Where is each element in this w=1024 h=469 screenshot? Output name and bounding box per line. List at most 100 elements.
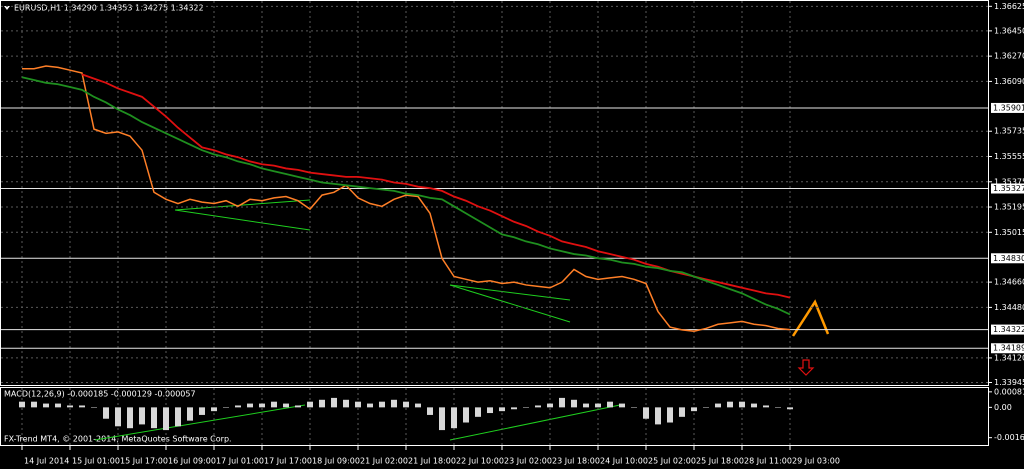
y-tick-label: 1.36270 xyxy=(994,52,1024,61)
price-level-label: 1.35327 xyxy=(993,184,1024,193)
histogram-bar xyxy=(115,407,121,427)
histogram-bar xyxy=(667,407,673,423)
main-panel-frame xyxy=(0,0,989,386)
price-level-box xyxy=(991,102,1024,113)
y-tick-label: 1.35555 xyxy=(994,152,1024,161)
histogram-bar xyxy=(271,401,277,408)
y-tick-label: 1.36090 xyxy=(994,77,1024,86)
down-arrow-signal xyxy=(797,359,815,376)
histogram-bar xyxy=(439,407,445,431)
x-tick-label: 23 Jul 02:00 xyxy=(504,457,552,466)
histogram-bar xyxy=(583,403,589,408)
histogram-bar xyxy=(67,405,73,408)
series-line xyxy=(22,65,791,333)
histogram-bar xyxy=(283,403,289,408)
x-tick-label: 17 Jul 01:00 xyxy=(216,457,264,466)
histogram-bar xyxy=(727,401,733,408)
price-level-label: 1.34189 xyxy=(993,344,1024,353)
histogram-bar xyxy=(307,401,313,408)
histogram-bar xyxy=(451,407,457,429)
histogram-bar xyxy=(787,407,793,410)
x-tick-label: 22 Jul 10:00 xyxy=(456,457,504,466)
x-tick-label: 21 Jul 02:00 xyxy=(360,457,408,466)
histogram-bar xyxy=(379,401,385,408)
histogram-bar xyxy=(535,405,541,408)
histogram-bar xyxy=(331,397,337,408)
y-tick-label: 1.36625 xyxy=(994,2,1024,11)
histogram-bar xyxy=(211,407,217,412)
histogram-bar xyxy=(679,407,685,417)
y-tick-label: 1.34120 xyxy=(994,353,1024,362)
series-line xyxy=(21,76,791,316)
histogram-bar xyxy=(343,399,349,408)
histogram-bar xyxy=(607,401,613,408)
histogram-bar xyxy=(103,407,109,419)
price-level-label: 1.34322 xyxy=(993,325,1024,334)
histogram-bar xyxy=(739,401,745,408)
x-tick-label: 15 Jul 17:00 xyxy=(120,457,168,466)
y-tick-label: 1.34480 xyxy=(994,303,1024,312)
x-tick-label: 14 Jul 2014 xyxy=(24,457,69,466)
y-tick-label: 1.35375 xyxy=(994,177,1024,186)
histogram-bar xyxy=(151,407,157,429)
macd-title: MACD(12,26,9) -0.000185 -0.000129 -0.000… xyxy=(4,390,196,399)
histogram-bar xyxy=(43,403,49,408)
x-tick-label: 17 Jul 17:00 xyxy=(264,457,312,466)
x-tick-label: 18 Jul 09:00 xyxy=(312,457,360,466)
x-tick-label: 25 Jul 02:00 xyxy=(648,457,696,466)
histogram-bar xyxy=(703,407,709,408)
y-tick-label: 0.00 xyxy=(994,403,1012,412)
histogram-bar xyxy=(259,403,265,408)
histogram-bar xyxy=(619,403,625,408)
histogram-bar xyxy=(655,407,661,425)
y-tick-label: 1.35195 xyxy=(994,203,1024,212)
price-level-box xyxy=(991,253,1024,264)
histogram-bar xyxy=(751,403,757,408)
histogram-bar xyxy=(559,397,565,408)
histogram-bar xyxy=(163,407,169,431)
histogram-bar xyxy=(91,407,97,408)
histogram-bar xyxy=(55,403,61,408)
histogram-bar xyxy=(523,407,529,408)
y-tick-label: 0.000819 xyxy=(994,387,1024,396)
symbol-menu-icon[interactable] xyxy=(4,6,10,10)
x-tick-label: 28 Jul 11:00 xyxy=(744,457,792,466)
price-level-box xyxy=(991,343,1024,354)
x-tick-label: 29 Jul 03:00 xyxy=(792,457,840,466)
histogram-bar xyxy=(127,407,133,429)
histogram-bar xyxy=(319,399,325,408)
histogram-bar xyxy=(79,405,85,408)
histogram-bar xyxy=(139,407,145,425)
x-tick-label: 21 Jul 18:00 xyxy=(408,457,456,466)
histogram-bar xyxy=(631,407,637,408)
histogram-bar xyxy=(391,399,397,408)
x-tick-label: 25 Jul 18:00 xyxy=(696,457,744,466)
histogram-bar xyxy=(643,407,649,419)
y-tick-label: -0.00160 xyxy=(994,433,1024,442)
histogram-bar xyxy=(547,403,553,408)
histogram-bar xyxy=(295,405,301,408)
histogram-bar xyxy=(367,403,373,408)
histogram-bar xyxy=(235,405,241,408)
histogram-bar xyxy=(475,407,481,417)
chart-title: EURUSD,H1 1.34290 1.34353 1.34275 1.3432… xyxy=(14,4,204,13)
histogram-bar xyxy=(19,401,25,408)
histogram-bar xyxy=(187,407,193,421)
y-tick-label: 1.35735 xyxy=(994,127,1024,136)
histogram-bar xyxy=(223,407,229,408)
histogram-bar xyxy=(247,403,253,408)
price-level-label: 1.35901 xyxy=(993,103,1024,112)
histogram-bar xyxy=(487,407,493,414)
histogram-bar xyxy=(775,407,781,408)
histogram-bar xyxy=(595,403,601,408)
price-level-label: 1.34830 xyxy=(993,254,1024,263)
histogram-bar xyxy=(415,403,421,408)
histogram-bar xyxy=(175,407,181,427)
x-tick-label: 16 Jul 09:00 xyxy=(168,457,216,466)
x-tick-label: 24 Jul 10:00 xyxy=(600,457,648,466)
price-level-box xyxy=(991,324,1024,335)
histogram-bar xyxy=(499,407,505,412)
histogram-bar xyxy=(571,399,577,408)
